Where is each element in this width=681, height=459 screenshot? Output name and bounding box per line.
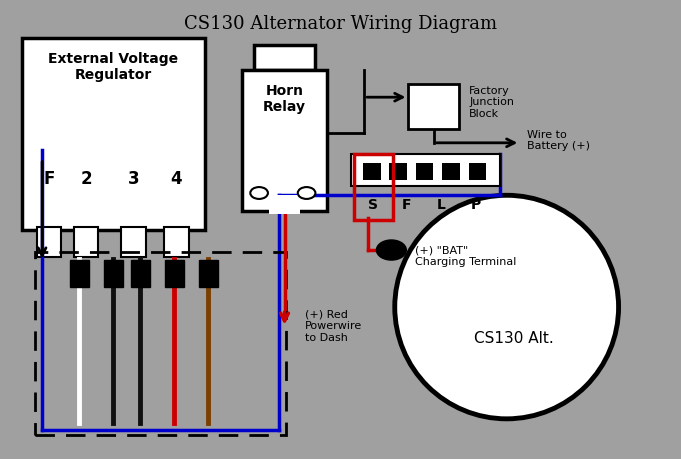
Bar [354,154,394,220]
Circle shape [377,240,407,260]
Text: P: P [471,197,481,212]
Bar [199,260,218,286]
Bar [469,163,486,180]
Bar [22,38,205,230]
Text: L: L [437,197,446,212]
Bar [104,260,123,286]
Text: Horn
Relay: Horn Relay [263,84,306,114]
Bar [442,163,460,180]
Bar [409,84,459,129]
Text: (+) "BAT"
Charging Terminal: (+) "BAT" Charging Terminal [415,246,516,267]
Text: External Voltage
Regulator: External Voltage Regulator [48,51,178,82]
Bar [35,252,286,435]
Bar [165,260,184,286]
Text: 3: 3 [128,170,140,188]
Text: 2: 2 [80,170,92,188]
Bar [390,163,407,180]
Text: S: S [368,197,378,212]
Bar [416,163,433,180]
Ellipse shape [395,195,618,419]
Text: F: F [402,197,411,212]
Text: (+) Red
Powerwire
to Dash: (+) Red Powerwire to Dash [305,309,362,342]
Text: 4: 4 [170,170,183,188]
Bar [255,45,315,70]
Text: CS130 Alternator Wiring Diagram: CS130 Alternator Wiring Diagram [184,15,497,33]
Bar [131,260,150,286]
Bar [121,227,146,257]
Bar [74,227,98,257]
Bar [351,154,500,186]
Bar [37,227,61,257]
Bar [242,70,327,211]
Bar [164,227,189,257]
Bar [363,163,381,180]
Bar [70,260,89,286]
Text: Wire to
Battery (+): Wire to Battery (+) [527,130,590,151]
Circle shape [298,187,315,199]
Circle shape [251,187,268,199]
Bar [269,195,300,213]
Text: CS130 Alt.: CS130 Alt. [473,331,554,347]
Text: F: F [43,170,54,188]
Text: Factory
Junction
Block: Factory Junction Block [469,86,514,119]
